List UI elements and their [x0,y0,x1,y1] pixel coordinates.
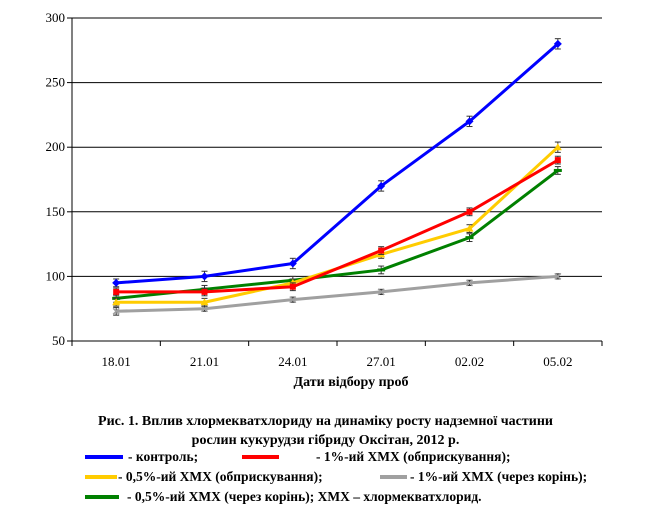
legend-label-1pct-root: - 1%-ий ХМХ (через корінь); [410,469,588,484]
data-point [289,283,296,290]
y-tick-label: 150 [46,204,66,219]
y-tick-label: 250 [46,75,66,90]
data-point [554,272,562,280]
y-tick-label: 200 [46,139,66,154]
gridlines [72,17,602,277]
chart: 50 100 150 200 250 300 18.01 21.01 24.01 27.01 02… [46,10,603,390]
legend-swatch-1pct-spray [242,455,279,459]
data-point [466,208,473,215]
series-group [112,38,562,316]
data-point [113,288,120,295]
data-point [377,181,386,190]
legend-label-control: - контроль; [128,449,199,464]
x-tick-label: 05.02 [543,354,572,369]
series-line [116,42,559,285]
x-tick-label: 21.01 [190,354,219,369]
y-tick-label: 50 [52,333,65,348]
data-point [465,236,474,240]
y-tick-label: 100 [46,268,66,283]
data-point [553,39,562,48]
figure-caption-line-1: Рис. 1. Вплив хлормекватхлориду на динам… [98,414,553,429]
data-point [465,224,474,232]
data-point [377,288,385,296]
data-point [378,247,385,254]
x-tick-label: 18.01 [102,354,131,369]
series-line [116,158,559,294]
data-point [200,272,209,281]
legend-label-05pct-spray: - 0,5%-ий ХМХ (обприскування); [118,469,323,484]
data-point [200,305,209,313]
data-point [553,143,562,151]
data-point [554,157,561,164]
data-point [553,168,562,172]
legend-swatch-05pct-root [85,495,119,499]
axes [67,17,603,346]
series-line [116,274,558,313]
data-point [288,259,297,268]
series-3 [112,272,562,316]
legend-label-05pct-root: - 0,5%-ий ХМХ (через корінь); ХМХ – хлор… [127,489,482,504]
legend: - контроль; - 1%-ий ХМХ (обприскування);… [0,447,651,517]
data-point [112,278,121,287]
legend-row: - 0,5%-ий ХМХ (через корінь); ХМХ – хлор… [0,487,651,507]
data-point [465,279,474,287]
x-tick-label: 27.01 [367,354,396,369]
data-point [112,307,120,315]
data-point [289,296,297,304]
legend-row: - 0,5%-ий ХМХ (обприскування); - 1%-ий Х… [0,467,651,487]
x-axis-title: Дати відбору проб [293,375,408,390]
y-tick-label: 300 [46,10,66,25]
legend-swatch-1pct-root [380,475,407,479]
x-tick-label: 02.02 [455,354,484,369]
x-tick-labels: 18.01 21.01 24.01 27.01 02.02 05.02 [102,354,573,369]
x-tick-label: 24.01 [278,354,307,369]
data-point [201,288,208,295]
legend-row: - контроль; - 1%-ий ХМХ (обприскування); [0,447,651,467]
data-point [465,117,474,126]
data-point [200,298,209,306]
legend-swatch-control [85,455,123,459]
data-point [377,268,386,272]
series-1 [113,155,561,297]
y-tick-labels: 50 100 150 200 250 300 [46,10,66,348]
figure-caption-line-2: рослин кукурудзи гібриду Оксітан, 2012 р… [191,433,460,448]
legend-swatch-05pct-spray [85,475,117,479]
legend-label-1pct-spray: - 1%-ий ХМХ (обприскування); [316,449,511,464]
data-point [112,298,121,306]
series-0 [112,38,562,288]
